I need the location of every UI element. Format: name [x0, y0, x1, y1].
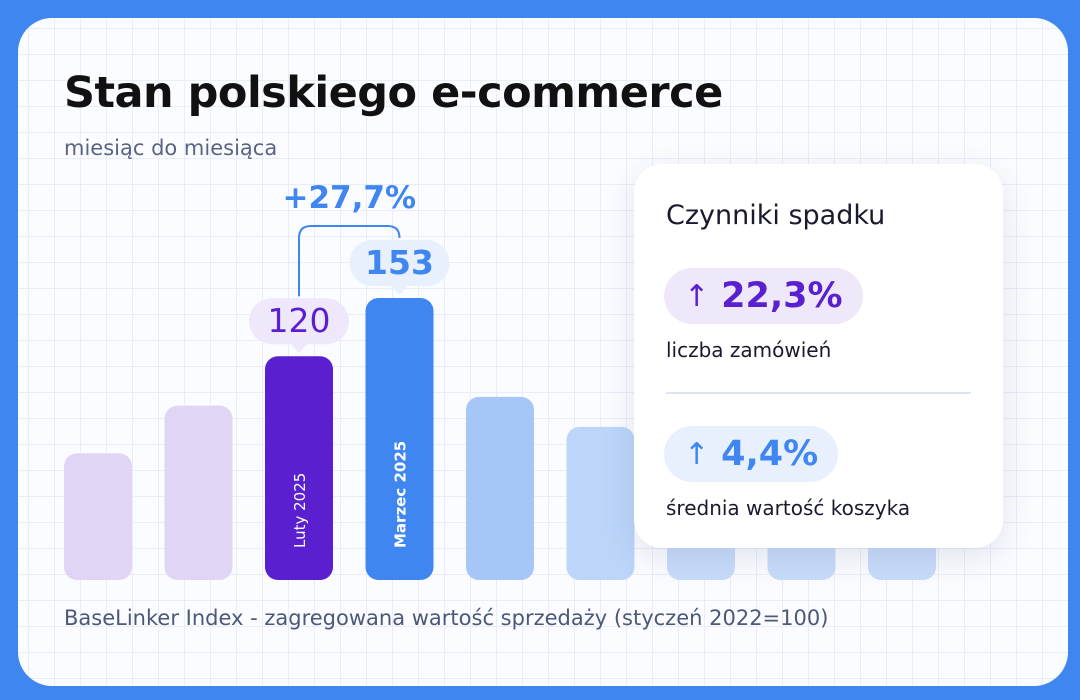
bar-chart: Luty 2025 120 Marzec 2025 153 +27,7%: [64, 180, 936, 580]
footnote: BaseLinker Index - zagregowana wartość s…: [64, 606, 829, 630]
badge-pointer: [390, 285, 409, 295]
badge-pointer: [290, 343, 308, 354]
factor-basket-badge: ↑ 4,4%: [664, 426, 839, 482]
panel-title: Czynniki spadku: [666, 200, 886, 231]
change-connector: [298, 225, 401, 297]
bar-4: [365, 298, 434, 580]
bar-1: [64, 453, 132, 580]
infographic-card: Stan polskiego e-commerce miesiąc do mie…: [18, 18, 1068, 686]
factor-orders-value: 22,3%: [721, 276, 843, 316]
bar-5: [466, 396, 534, 580]
bar-2: [164, 405, 233, 580]
value-badge: [349, 240, 450, 286]
bar-category-label: Marzec 2025: [392, 441, 410, 548]
bar-3: [265, 356, 333, 580]
factor-orders-label: liczba zamówień: [666, 338, 832, 362]
value-label: 153: [365, 243, 434, 282]
bar-6: [566, 426, 635, 580]
change-label: +27,7%: [282, 180, 416, 216]
value-label: 120: [268, 301, 331, 340]
arrow-up-icon: ↑: [684, 278, 710, 314]
page-title: Stan polskiego e-commerce: [64, 68, 723, 118]
arrow-up-icon: ↑: [684, 436, 710, 472]
divider: [666, 392, 971, 394]
value-badge: [249, 298, 349, 345]
factor-basket-label: średnia wartość koszyka: [666, 496, 911, 520]
factor-orders-badge: ↑ 22,3%: [664, 268, 863, 324]
bar-category-label: Luty 2025: [291, 473, 309, 548]
page-subtitle: miesiąc do miesiąca: [64, 136, 278, 160]
factors-panel: Czynniki spadku ↑ 22,3% liczba zamówień …: [634, 164, 1003, 548]
factor-basket-value: 4,4%: [721, 434, 819, 474]
